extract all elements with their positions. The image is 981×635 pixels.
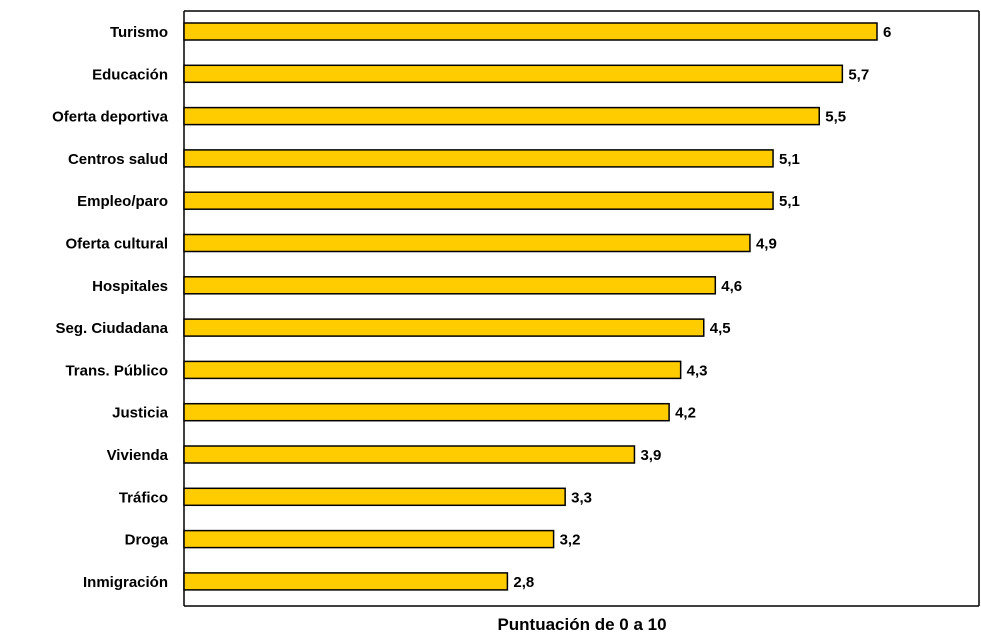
bar-seg-ciudadana (183, 318, 705, 337)
value-label-turismo: 6 (883, 24, 891, 41)
value-label-trans-publico: 4,3 (687, 362, 708, 379)
bar-trafico (183, 487, 566, 507)
category-label-droga: Droga (125, 532, 169, 549)
value-label-educacion: 5,7 (848, 66, 869, 83)
category-label-educacion: Educación (92, 66, 168, 83)
category-label-trans-publico: Trans. Público (65, 362, 168, 379)
bar-empleo-paro (183, 191, 774, 210)
category-label-trafico: Tráfico (119, 489, 168, 506)
bar-centros-salud (183, 149, 774, 168)
plot-frame (183, 10, 980, 607)
value-label-hospitales: 4,6 (721, 278, 742, 295)
value-label-justicia: 4,2 (675, 405, 696, 422)
value-labels-group: 6 5,7 5,5 5,1 5,1 4,9 4,6 4,5 4,3 4,2 3,9 3,3 3,2 2,8 (513, 24, 891, 591)
category-label-oferta-cultural: Oferta cultural (65, 236, 168, 253)
category-label-centros-salud: Centros salud (68, 151, 168, 168)
category-label-inmigracion: Inmigración (83, 574, 168, 591)
category-label-turismo: Turismo (110, 24, 168, 41)
category-label-seg-ciudadana: Seg. Ciudadana (55, 320, 168, 337)
value-label-empleo-paro: 5,1 (779, 193, 800, 210)
bar-justicia (183, 402, 670, 422)
bar-inmigracion (183, 572, 509, 591)
value-label-trafico: 3,3 (571, 489, 592, 506)
bar-trans-publico (183, 360, 682, 380)
category-label-justicia: Justicia (112, 405, 169, 422)
value-label-inmigracion: 2,8 (513, 574, 534, 591)
category-label-vivienda: Vivienda (107, 447, 169, 464)
value-label-oferta-deportiva: 5,5 (825, 109, 846, 126)
x-axis-title: Puntuación de 0 a 10 (497, 615, 666, 634)
bar-turismo (183, 22, 878, 41)
category-label-empleo-paro: Empleo/paro (77, 193, 168, 210)
value-label-vivienda: 3,9 (640, 447, 661, 464)
bar-vivienda (183, 445, 636, 464)
value-label-seg-ciudadana: 4,5 (710, 320, 731, 337)
bar-hospitales (183, 276, 717, 295)
bar-educacion (183, 64, 844, 84)
bar-oferta-deportiva (183, 106, 820, 126)
category-label-hospitales: Hospitales (92, 278, 168, 295)
category-label-oferta-deportiva: Oferta deportiva (52, 109, 169, 126)
bar-oferta-cultural (183, 233, 751, 253)
value-label-oferta-cultural: 4,9 (756, 236, 777, 253)
value-label-droga: 3,2 (560, 532, 581, 549)
category-labels-group: Turismo Educación Oferta deportiva Centros … (52, 24, 169, 591)
bar-droga (183, 529, 555, 549)
bars-group (183, 22, 878, 591)
value-label-centros-salud: 5,1 (779, 151, 800, 168)
